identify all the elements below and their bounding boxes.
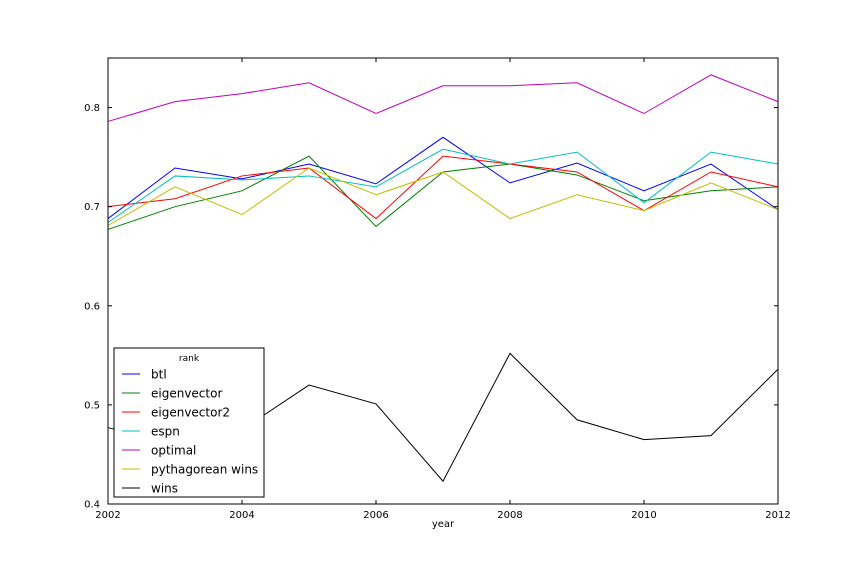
legend-title: rank <box>179 354 200 364</box>
plot-area-frame <box>107 57 779 505</box>
series-line-pythagorean-wins <box>107 167 779 226</box>
y-tick-label: 0.8 <box>84 103 100 114</box>
series-line-espn <box>107 148 779 223</box>
x-tick-label: 2004 <box>229 510 254 521</box>
legend-label: pythagorean wins <box>151 463 258 477</box>
x-tick-label: 2002 <box>95 510 120 521</box>
series-line-optimal <box>107 74 779 122</box>
legend-label: eigenvector2 <box>151 406 230 420</box>
y-tick-label: 0.4 <box>84 500 100 511</box>
legend-label: eigenvector <box>151 387 222 401</box>
y-tick-label: 0.6 <box>84 301 100 312</box>
x-axis-label: year <box>432 519 455 530</box>
series-line-eigenvector2 <box>107 155 779 220</box>
series-line-btl <box>107 136 779 219</box>
x-tick-label: 2008 <box>497 510 522 521</box>
legend-label: wins <box>151 482 178 496</box>
legend-frame <box>113 347 265 498</box>
legend-label: btl <box>151 368 167 382</box>
legend: rank btl eigenvector eigenvector2 espn optim… <box>113 347 265 498</box>
y-tick-label: 0.7 <box>84 202 100 213</box>
x-tick-label: 2012 <box>765 510 790 521</box>
x-tick-label: 2006 <box>363 510 388 521</box>
y-tick-label: 0.5 <box>84 400 100 411</box>
legend-label: optimal <box>151 444 196 458</box>
legend-label: espn <box>151 425 180 439</box>
x-tick-label: 2010 <box>631 510 656 521</box>
